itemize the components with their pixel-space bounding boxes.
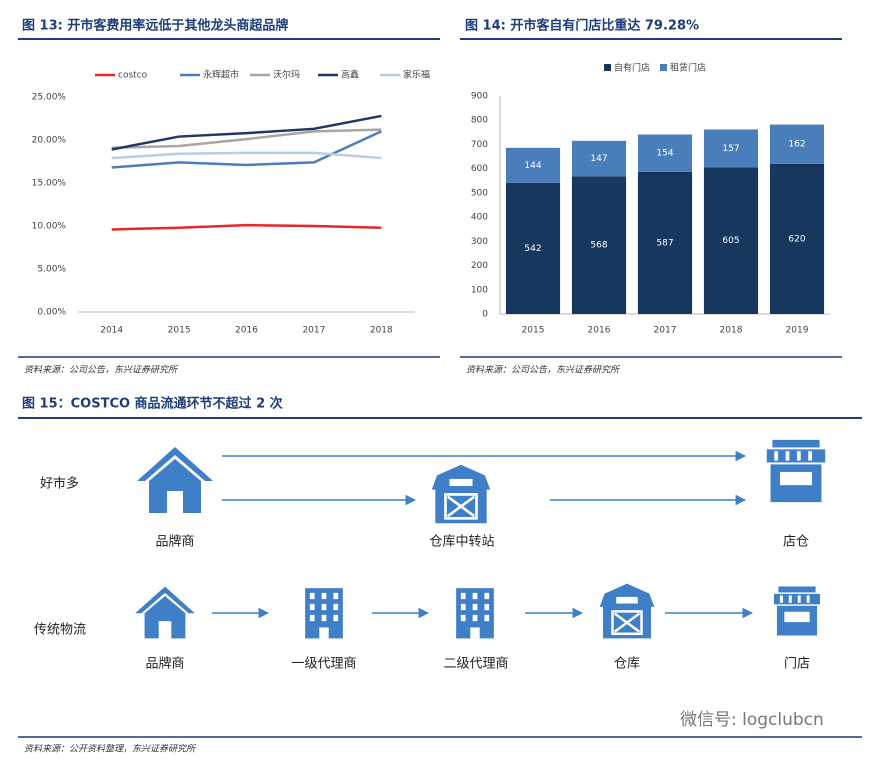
- legend-swatch: [604, 64, 611, 71]
- node-label: 品牌商: [155, 534, 194, 550]
- y-tick-label: 10.00%: [32, 222, 67, 232]
- source: 资料来源：公司公告，东兴证券研究所: [466, 365, 621, 376]
- y-tick-label: 5.00%: [37, 265, 66, 275]
- source: 资料来源：公司公告，东兴证券研究所: [24, 365, 179, 376]
- line-series: [111, 151, 382, 160]
- node-label: 仓库中转站: [429, 534, 494, 550]
- bar: [637, 134, 693, 172]
- x-tick-label: 2018: [720, 326, 743, 336]
- chart-title: 图 14: 开市客自有门店比重达 79.28%: [465, 18, 699, 34]
- y-tick-label: 600: [471, 164, 488, 174]
- value-label: 147: [590, 154, 607, 164]
- line-series: [111, 223, 382, 231]
- bar: [571, 176, 627, 314]
- bar: [703, 167, 759, 314]
- value-label: 157: [722, 144, 739, 154]
- value-label: 542: [524, 244, 541, 254]
- row-label: 好市多: [40, 476, 79, 492]
- value-label: 587: [656, 238, 673, 248]
- legend-label: 自有门店: [614, 62, 650, 74]
- bar: [505, 147, 561, 183]
- chart-title: 图 13: 开市客费用率远低于其他龙头商超品牌: [22, 18, 288, 34]
- bar: [769, 124, 825, 164]
- source: 资料来源：公开资料整理，东兴证券研究所: [24, 744, 197, 755]
- y-tick-label: 0: [482, 310, 488, 320]
- line-series: [111, 130, 382, 169]
- y-tick-label: 900: [471, 92, 488, 102]
- y-tick-label: 500: [471, 188, 488, 198]
- y-tick-label: 300: [471, 237, 488, 247]
- x-tick-label: 2019: [786, 326, 809, 336]
- watermark: 微信号: logclubcn: [680, 710, 824, 730]
- bar: [769, 163, 825, 314]
- x-tick-label: 2016: [235, 326, 258, 336]
- y-tick-label: 200: [471, 261, 488, 271]
- x-tick-label: 2017: [302, 326, 325, 336]
- figure-title: 图 15：COSTCO 商品流通环节不超过 2 次: [22, 396, 283, 412]
- y-tick-label: 15.00%: [32, 179, 67, 189]
- y-tick-label: 400: [471, 213, 488, 223]
- legend-label: 租赁门店: [670, 62, 706, 74]
- node-label: 门店: [784, 657, 810, 672]
- y-tick-label: 700: [471, 140, 488, 150]
- x-tick-label: 2018: [370, 326, 393, 336]
- value-label: 144: [524, 161, 541, 171]
- node-label: 品牌商: [145, 656, 184, 672]
- legend-label: 家乐福: [403, 69, 430, 81]
- x-tick-label: 2014: [100, 326, 123, 336]
- value-label: 568: [590, 241, 607, 251]
- y-tick-label: 20.00%: [32, 136, 67, 146]
- line-series: [111, 128, 382, 149]
- x-tick-label: 2015: [168, 326, 191, 336]
- node-label: 一级代理商: [291, 657, 356, 672]
- value-label: 620: [788, 234, 805, 244]
- bar: [637, 171, 693, 314]
- bar: [703, 129, 759, 168]
- bar: [571, 140, 627, 177]
- legend-label: costco: [118, 71, 148, 81]
- x-tick-label: 2017: [654, 326, 677, 336]
- value-label: 605: [722, 236, 739, 246]
- y-tick-label: 800: [471, 116, 488, 126]
- legend-label: 高鑫: [341, 69, 359, 81]
- value-label: 162: [788, 140, 805, 150]
- node-label: 二级代理商: [443, 657, 508, 672]
- x-tick-label: 2015: [522, 326, 545, 336]
- row-label: 传统物流: [34, 623, 86, 638]
- bar: [505, 182, 561, 314]
- legend-label: 沃尔玛: [273, 69, 300, 81]
- value-label: 154: [656, 149, 673, 159]
- y-tick-label: 100: [471, 285, 488, 295]
- node-label: 仓库: [614, 656, 640, 672]
- x-tick-label: 2016: [588, 326, 611, 336]
- legend-swatch: [660, 64, 667, 71]
- legend-label: 永辉超市: [203, 69, 239, 81]
- line-series: [111, 114, 382, 151]
- node-label: 店仓: [783, 535, 809, 550]
- arrows: [212, 450, 754, 619]
- y-tick-label: 0.00%: [37, 308, 66, 318]
- y-tick-label: 25.00%: [32, 93, 67, 103]
